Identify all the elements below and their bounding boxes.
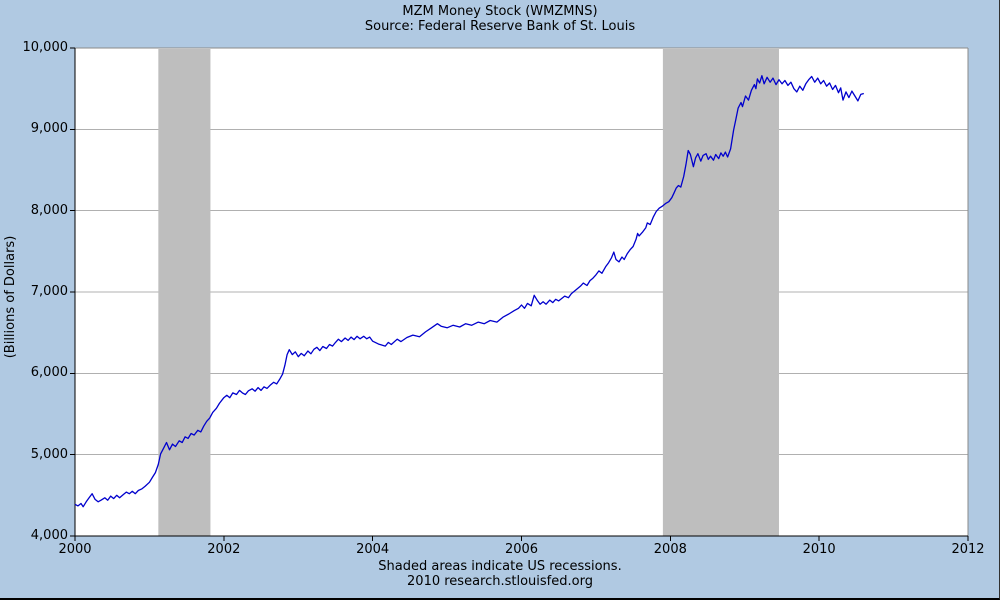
y-tick-label: 10,000	[22, 40, 69, 55]
x-tick-label: 2006	[504, 542, 539, 557]
y-tick-label: 8,000	[30, 202, 68, 218]
x-tick-label: 2002	[207, 542, 241, 557]
x-tick-label: 2010	[802, 542, 836, 557]
x-tick-label: 2008	[653, 542, 687, 557]
x-tick-label: 2004	[356, 542, 390, 557]
y-tick-label: 7,000	[30, 284, 68, 299]
y-tick-label: 6,000	[30, 365, 68, 381]
chart-subtitle: Source: Federal Reserve Bank of St. Loui…	[364, 19, 636, 34]
recession-band	[662, 49, 779, 536]
x-tick-label: 2000	[58, 542, 92, 557]
source-credit: 2010 research.stlouisfed.org	[407, 574, 593, 589]
data-line-WMZMNS	[74, 75, 864, 508]
x-tick-label: 2012	[951, 542, 985, 557]
chart-title: MZM Money Stock (WMZMNS)	[402, 4, 598, 19]
recession-note: Shaded areas indicate US recessions.	[378, 559, 622, 574]
y-tick-label: 9,000	[30, 121, 68, 137]
y-tick-label: 5,000	[30, 446, 68, 462]
recession-band	[158, 49, 211, 536]
y-tick-label: 4,000	[30, 528, 68, 543]
